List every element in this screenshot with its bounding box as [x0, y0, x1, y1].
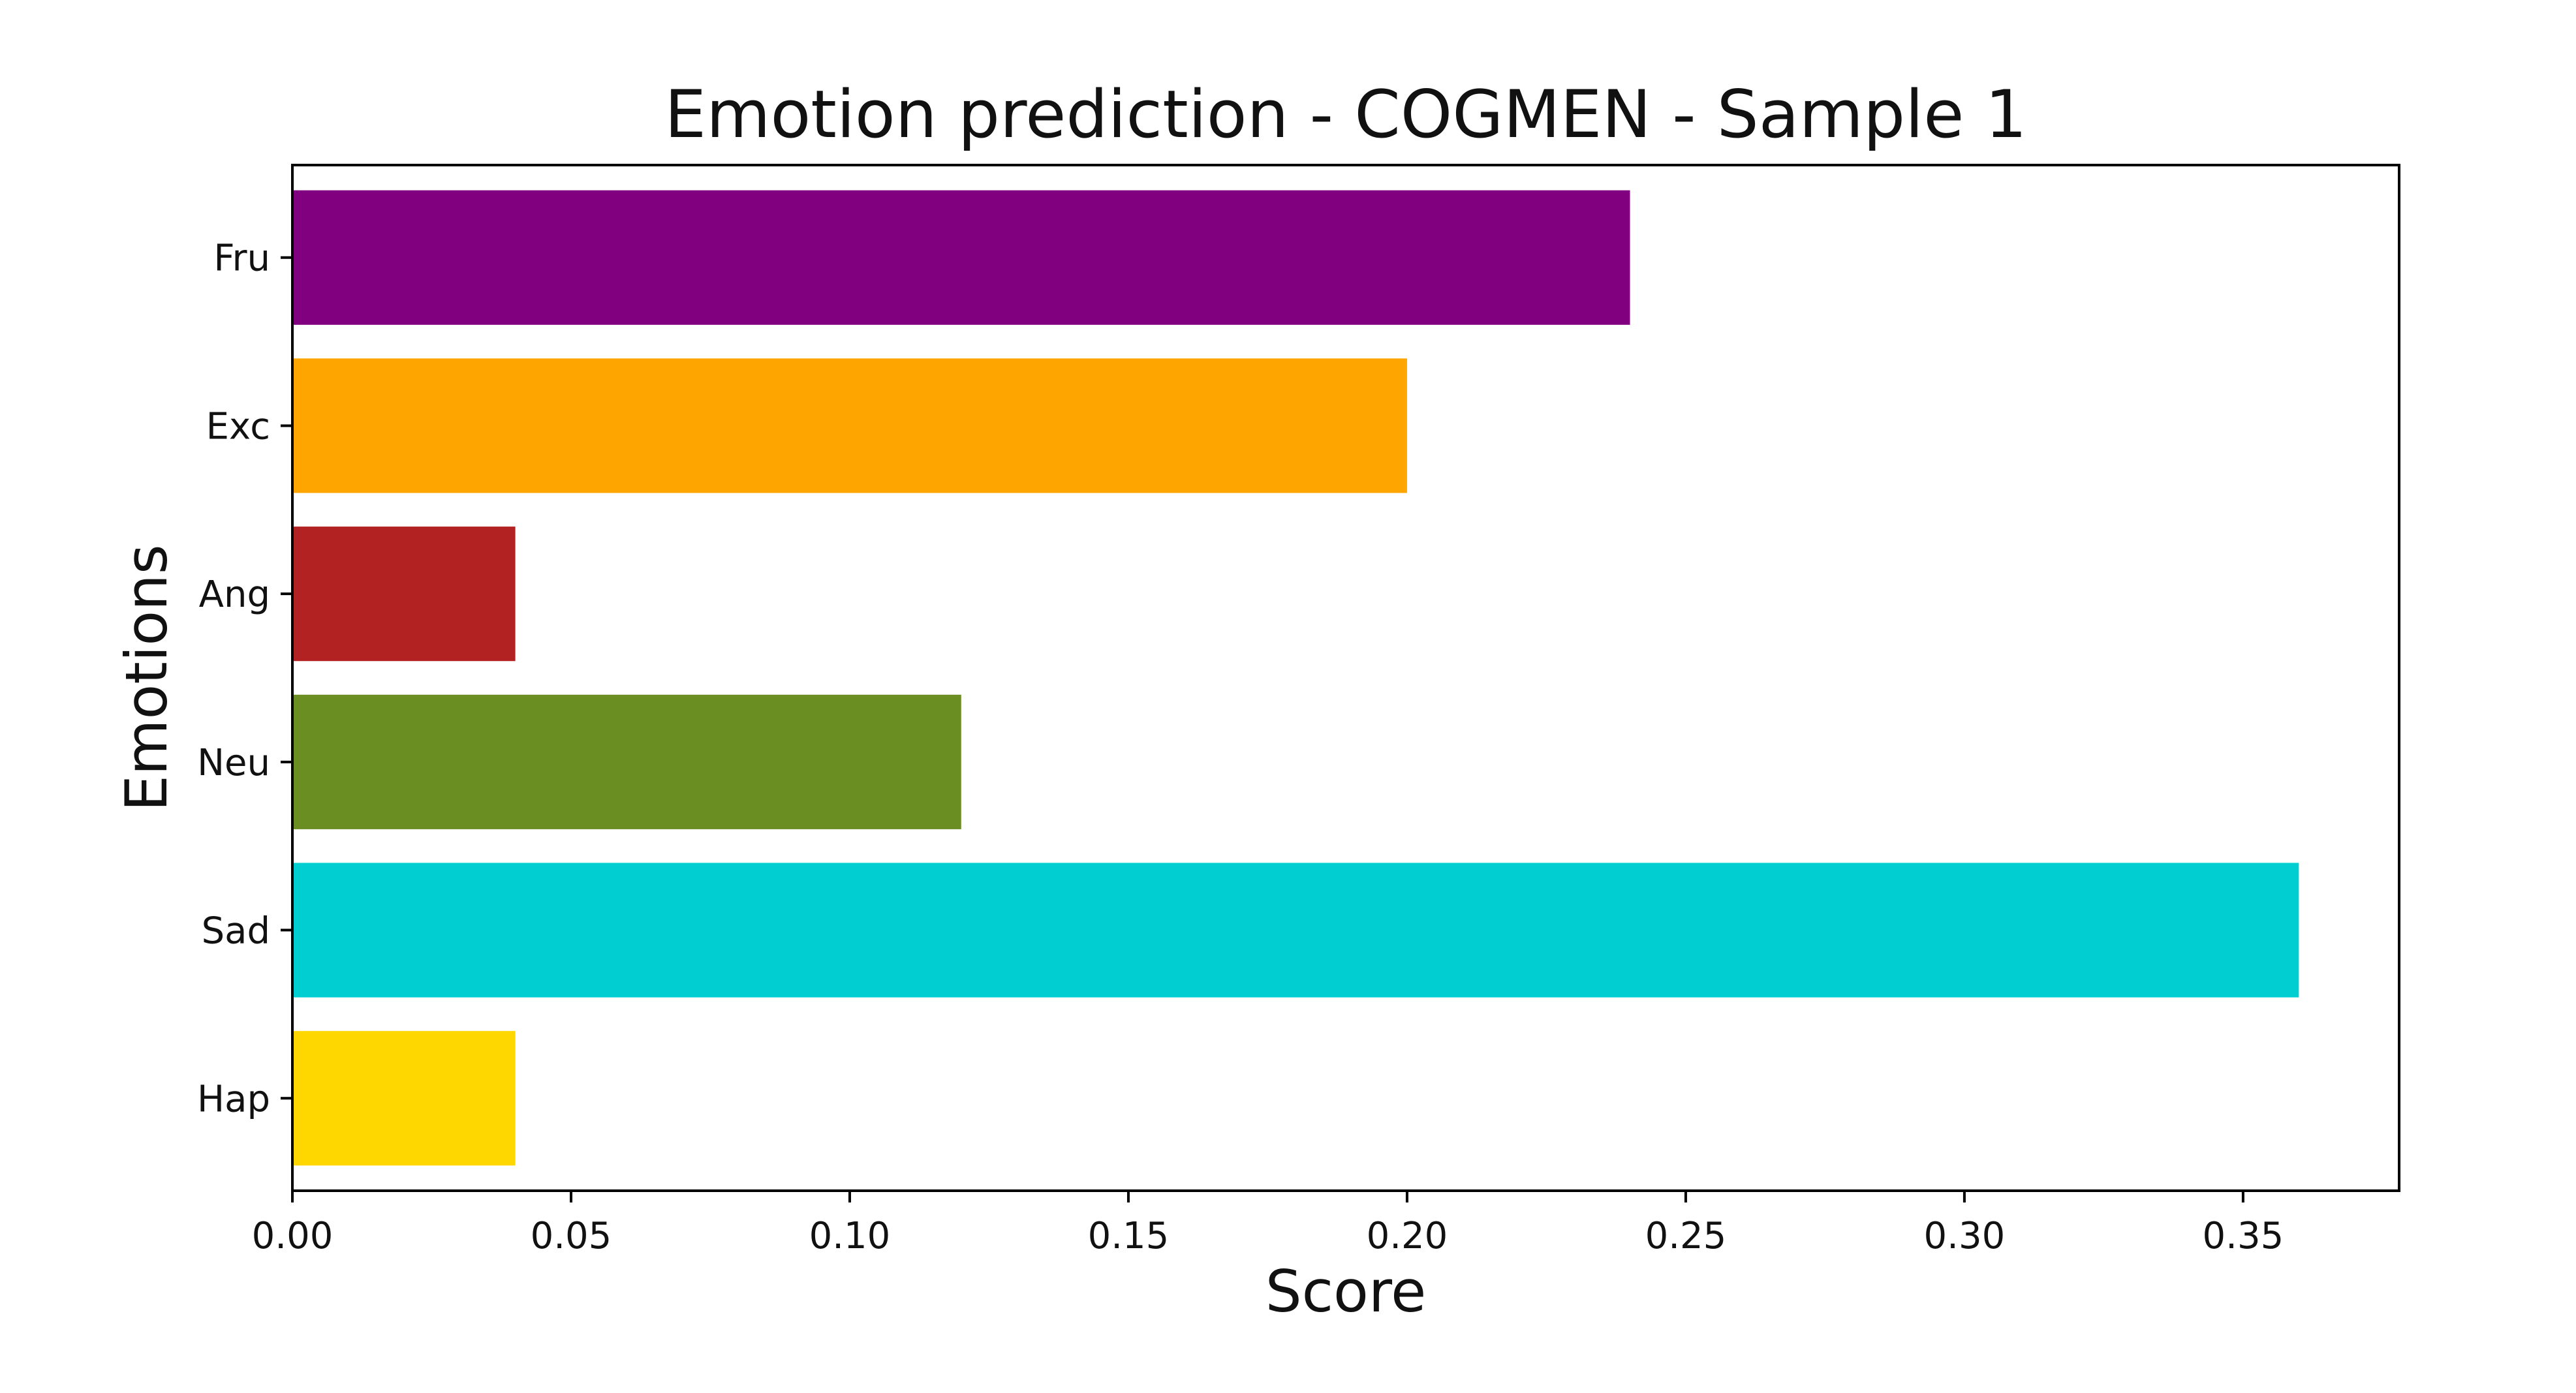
y-tick-label-neu: Neu [197, 742, 270, 784]
x-tick-label: 0.00 [252, 1215, 334, 1257]
bars-layer [292, 190, 2299, 1166]
x-tick-label: 0.30 [1924, 1215, 2006, 1257]
bar-fru [292, 190, 1630, 325]
chart-title: Emotion prediction - COGMEN - Sample 1 [664, 76, 2026, 153]
y-tick-label-hap: Hap [197, 1078, 270, 1120]
y-tick-label-ang: Ang [199, 574, 270, 616]
y-tick-label-fru: Fru [213, 237, 270, 280]
ticks-layer: Hap Sad Neu Ang Exc Fru 0.00 0.05 0.10 0.15 0.20 0.… [197, 237, 2284, 1257]
y-tick-label-exc: Exc [206, 405, 270, 448]
x-tick-label: 0.10 [809, 1215, 891, 1257]
bar-neu [292, 694, 961, 829]
x-tick-label: 0.15 [1088, 1215, 1170, 1257]
plot-frame [291, 164, 2400, 1192]
x-axis-label: Score [1265, 1258, 1426, 1325]
x-tick-label: 0.35 [2203, 1215, 2284, 1257]
bar-exc [292, 358, 1407, 493]
y-tick-label-sad: Sad [202, 910, 270, 953]
bar-sad [292, 863, 2299, 998]
bar-ang [292, 527, 516, 662]
x-tick-label: 0.05 [531, 1215, 612, 1257]
bar-hap [292, 1031, 516, 1166]
x-tick-label: 0.20 [1367, 1215, 1448, 1257]
x-tick-label: 0.25 [1645, 1215, 1727, 1257]
y-axis-label: Emotions [113, 544, 180, 812]
